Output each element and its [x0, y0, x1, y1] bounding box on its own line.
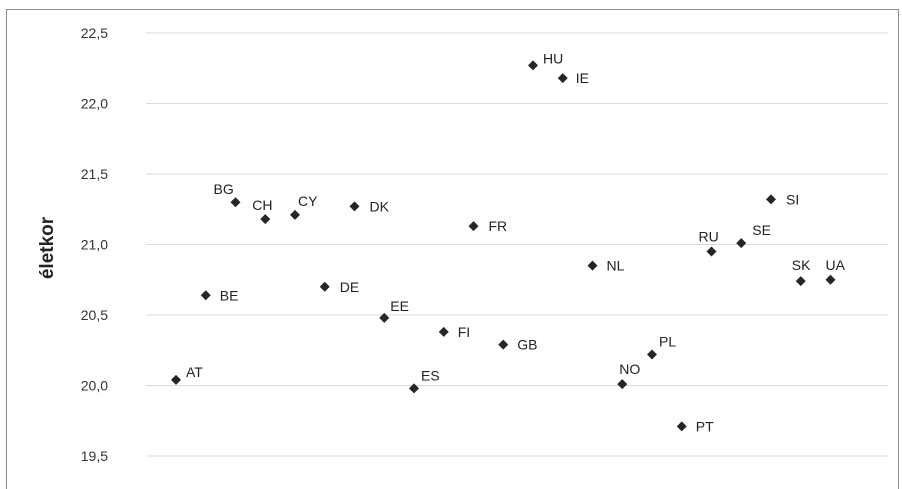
diamond-marker [409, 383, 419, 394]
data-point: ES [409, 367, 440, 394]
data-point: FI [438, 324, 470, 340]
data-point: CH [252, 197, 272, 225]
data-point: BE [200, 287, 239, 303]
point-label: IE [576, 70, 589, 86]
diamond-marker [766, 194, 776, 205]
y-tick-label: 22,0 [81, 96, 108, 112]
data-point: NL [587, 258, 625, 274]
point-label: NO [619, 361, 640, 377]
y-tick-label: 20,0 [81, 378, 108, 394]
diamond-marker [468, 221, 479, 232]
diamond-marker [379, 312, 390, 323]
diamond-marker [706, 246, 717, 257]
data-point: NO [617, 361, 640, 390]
data-point: CY [290, 193, 318, 220]
point-label: FI [458, 324, 470, 340]
data-point: PL [647, 333, 676, 360]
diamond-marker [617, 379, 628, 390]
point-label: UA [826, 257, 846, 273]
point-label: AT [186, 364, 203, 380]
point-label: PT [696, 418, 714, 434]
y-axis-label: életkor [37, 216, 58, 279]
data-point: GB [498, 337, 537, 353]
point-label: SE [752, 222, 771, 238]
data-point: RU [699, 229, 719, 257]
point-label: DK [370, 198, 390, 214]
point-label: SI [786, 191, 799, 207]
data-point: SE [736, 222, 771, 249]
data-point: UA [825, 257, 846, 285]
y-tick-label: 20,5 [81, 307, 108, 323]
chart-frame [6, 9, 899, 489]
point-label: PL [659, 333, 676, 349]
diamond-marker [200, 290, 211, 301]
data-point: FR [468, 218, 508, 234]
data-point: DE [319, 279, 359, 295]
diamond-marker [290, 209, 300, 220]
point-label: BE [220, 287, 239, 303]
point-label: NL [607, 258, 625, 274]
diamond-marker [319, 281, 330, 292]
point-label: HU [543, 50, 563, 66]
point-label: RU [699, 229, 719, 245]
diamond-marker [647, 349, 657, 360]
diamond-marker [795, 276, 806, 287]
data-points: AT BE BG CH CY DE DK EE ES FI FR GB HU IE NL NO PL PT RU SE… [171, 50, 846, 434]
diamond-marker [260, 214, 271, 225]
diamond-marker [676, 421, 687, 432]
diamond-marker [557, 73, 568, 84]
y-tick-label: 21,0 [81, 237, 108, 253]
diamond-marker [349, 201, 360, 212]
y-tick-label: 22,5 [81, 25, 108, 41]
point-label: EE [390, 298, 409, 314]
point-label: CH [252, 197, 272, 213]
data-point: IE [557, 70, 589, 86]
data-point: HU [528, 50, 563, 71]
point-label: DE [340, 279, 359, 295]
diamond-marker [171, 374, 181, 385]
data-point: PT [676, 418, 714, 434]
point-label: GB [517, 337, 537, 353]
diamond-marker [825, 274, 836, 285]
point-label: SK [792, 257, 811, 273]
data-point: EE [379, 298, 409, 323]
point-label: ES [421, 367, 440, 383]
point-label: CY [298, 193, 318, 209]
y-axis-ticks: 19,5 20,0 20,5 21,0 21,5 22,0 22,5 [81, 25, 108, 464]
data-point: SI [766, 191, 799, 207]
diamond-marker [736, 238, 747, 249]
point-label: BG [214, 181, 234, 197]
data-point: AT [171, 364, 203, 385]
y-tick-label: 21,5 [81, 166, 108, 182]
diamond-marker [587, 260, 598, 271]
gridlines [146, 32, 888, 457]
diamond-marker [438, 326, 449, 337]
point-label: FR [489, 218, 508, 234]
diamond-marker [230, 197, 241, 208]
data-point: DK [349, 198, 390, 214]
data-point: BG [214, 181, 241, 208]
y-tick-label: 19,5 [81, 448, 108, 464]
diamond-marker [498, 339, 509, 350]
data-point: SK [792, 257, 811, 287]
diamond-marker [528, 60, 538, 71]
